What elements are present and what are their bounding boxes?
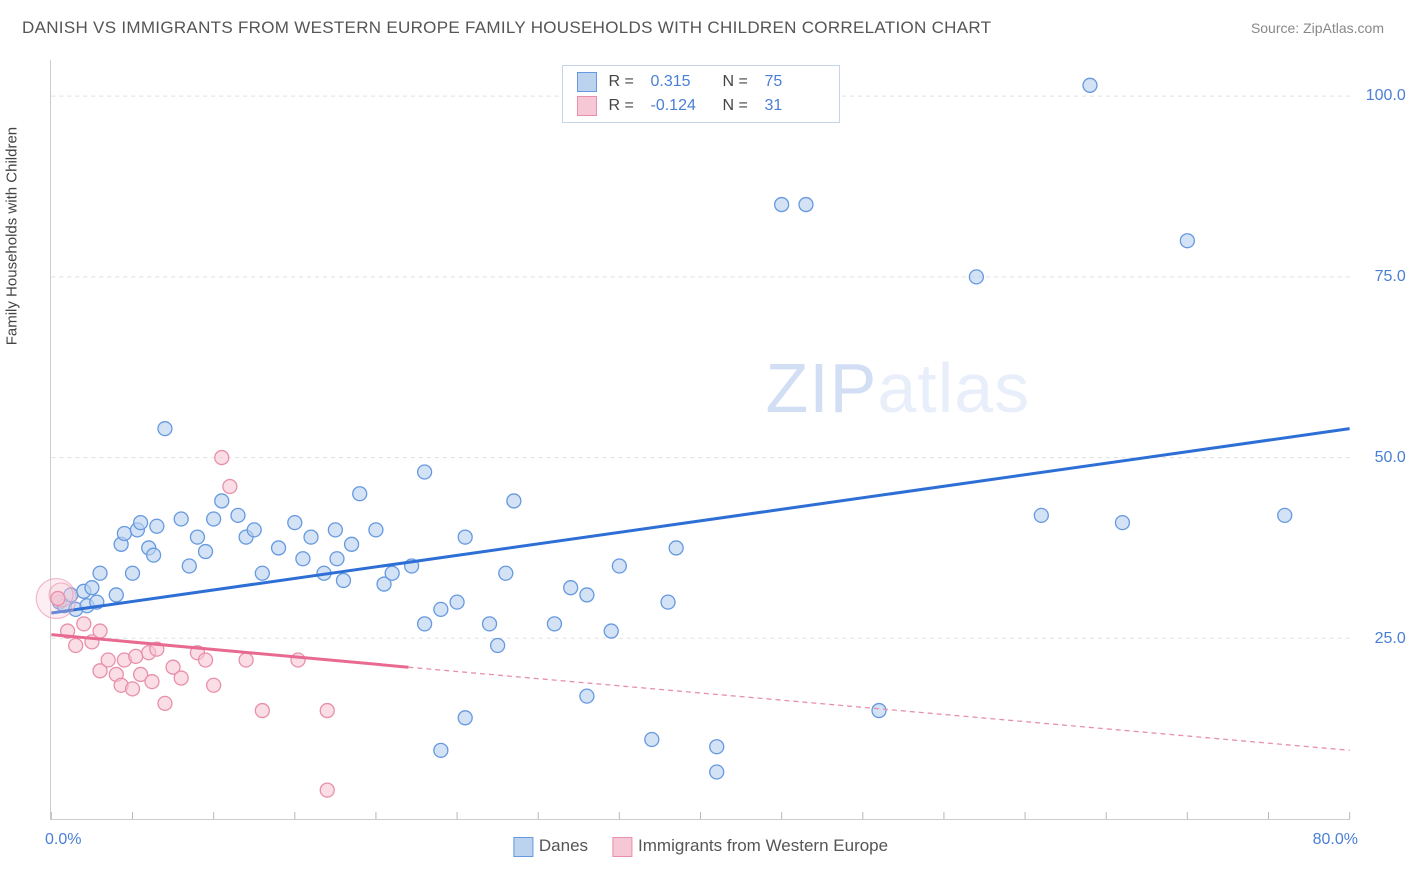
legend-swatch xyxy=(612,837,632,857)
legend-row: R = -0.124 N = 31 xyxy=(577,94,825,118)
y-axis-label: Family Households with Children xyxy=(4,127,21,345)
legend-row: R = 0.315 N = 75 xyxy=(577,70,825,94)
r-label: R = xyxy=(609,73,639,91)
x-max-label: 80.0% xyxy=(1313,831,1358,849)
chart-svg xyxy=(51,60,1350,819)
title-bar: DANISH VS IMMIGRANTS FROM WESTERN EUROPE… xyxy=(22,18,1384,38)
source-label: Source: ZipAtlas.com xyxy=(1251,20,1384,36)
y-tick-label: 50.0% xyxy=(1375,449,1406,467)
legend-swatch xyxy=(513,837,533,857)
r-value: -0.124 xyxy=(651,97,711,115)
r-value: 0.315 xyxy=(651,73,711,91)
legend-label: Immigrants from Western Europe xyxy=(638,836,888,855)
n-label: N = xyxy=(723,97,753,115)
legend-swatch xyxy=(577,72,597,92)
r-label: R = xyxy=(609,97,639,115)
series-legend: Danes Immigrants from Western Europe xyxy=(513,836,888,857)
n-label: N = xyxy=(723,73,753,91)
n-value: 31 xyxy=(765,97,825,115)
y-tick-label: 25.0% xyxy=(1375,630,1406,648)
y-tick-label: 100.0% xyxy=(1366,87,1406,105)
legend-swatch xyxy=(577,96,597,116)
correlation-legend: R = 0.315 N = 75 R = -0.124 N = 31 xyxy=(562,65,840,123)
chart-title: DANISH VS IMMIGRANTS FROM WESTERN EUROPE… xyxy=(22,18,991,38)
legend-item: Danes xyxy=(513,836,588,857)
plot-area: ZIPatlas R = 0.315 N = 75 R = -0.124 N =… xyxy=(50,60,1350,820)
legend-item: Immigrants from Western Europe xyxy=(612,836,888,857)
legend-label: Danes xyxy=(539,836,588,855)
y-tick-label: 75.0% xyxy=(1375,268,1406,286)
x-min-label: 0.0% xyxy=(45,831,81,849)
n-value: 75 xyxy=(765,73,825,91)
